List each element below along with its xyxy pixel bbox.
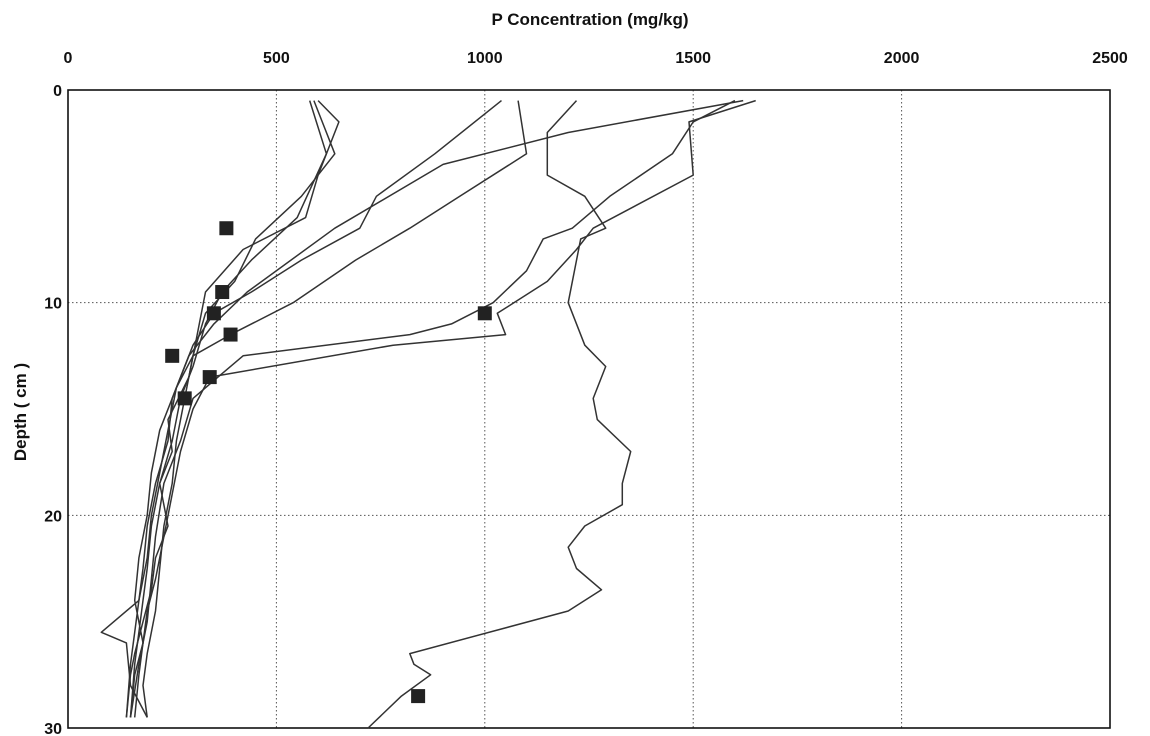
series-marker-1 — [219, 221, 234, 236]
y-tick-label: 20 — [44, 508, 62, 525]
series-marker-4 — [223, 327, 238, 342]
series-marker-3 — [206, 306, 221, 321]
x-tick-label: 0 — [64, 50, 73, 67]
x-tick-labels: 0 500 1000 1500 2000 2500 — [64, 50, 1128, 67]
series-marker-2 — [215, 285, 230, 300]
x-tick-label: 1000 — [467, 50, 503, 67]
x-tick-label: 1500 — [675, 50, 711, 67]
series-marker-8 — [202, 370, 217, 385]
x-tick-label: 2500 — [1092, 50, 1128, 67]
series-line-2 — [129, 100, 328, 718]
series-line-1 — [125, 100, 340, 718]
y-tick-label: 10 — [44, 296, 62, 313]
series-marker-5 — [165, 348, 180, 363]
y-axis-title: Depth ( cm ) — [11, 363, 30, 461]
marker-layer — [165, 221, 492, 704]
series-line-9 — [142, 100, 336, 718]
series-line-4 — [100, 100, 528, 718]
x-tick-label: 2000 — [884, 50, 920, 67]
plot-frame — [67, 89, 1111, 729]
y-tick-label: 30 — [44, 721, 62, 736]
y-tick-labels: 0 10 20 30 — [44, 83, 62, 736]
y-tick-label: 0 — [53, 83, 62, 100]
series-marker-7 — [411, 689, 426, 704]
series-line-7 — [367, 100, 632, 729]
series-line-6 — [129, 99, 756, 718]
grid-lines — [68, 90, 1110, 728]
series-layer — [100, 99, 756, 729]
series-marker-6 — [477, 306, 492, 321]
series-line-8 — [129, 99, 736, 718]
series-line-5 — [125, 99, 744, 718]
x-tick-label: 500 — [263, 50, 290, 67]
series-marker-9 — [177, 391, 192, 406]
x-axis-title: P Concentration (mg/kg) — [491, 10, 688, 29]
